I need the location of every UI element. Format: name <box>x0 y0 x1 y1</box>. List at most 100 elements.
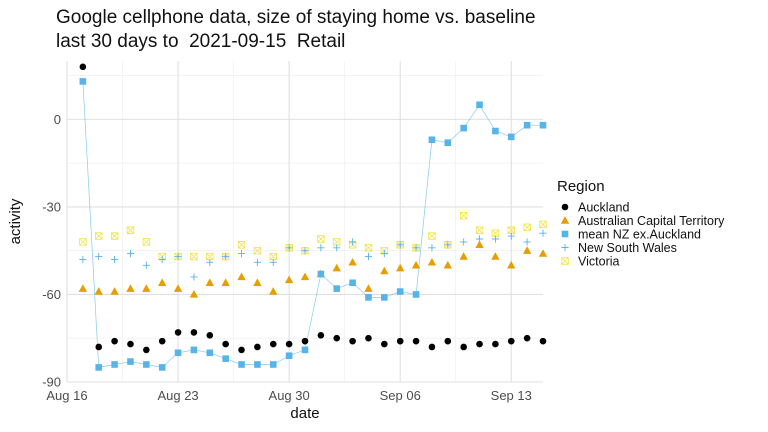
data-point-victoria <box>364 244 373 252</box>
data-point-victoria <box>95 232 103 240</box>
data-point-mean-nz-ex-auckland <box>317 270 325 278</box>
data-point-victoria <box>428 232 436 240</box>
data-point-victoria <box>206 252 214 261</box>
data-point-australian-capital-territory <box>269 287 278 295</box>
data-point-auckland <box>285 340 293 348</box>
data-point-victoria <box>539 220 547 229</box>
data-point-new-south-wales <box>396 241 404 249</box>
data-point-australian-capital-territory <box>459 252 468 260</box>
data-point-new-south-wales <box>142 261 150 269</box>
chart-title: Google cellphone data, size of staying h… <box>56 7 536 28</box>
y-axis-title: activity <box>7 198 24 244</box>
data-point-mean-nz-ex-auckland <box>428 136 436 144</box>
data-point-mean-nz-ex-auckland <box>507 133 515 141</box>
data-point-auckland <box>381 340 388 348</box>
x-tick-label: Aug 23 <box>157 388 198 403</box>
data-point-victoria <box>475 226 484 234</box>
legend-key-auckland <box>561 203 569 211</box>
data-point-new-south-wales <box>253 258 261 266</box>
data-point-australian-capital-territory <box>411 260 421 269</box>
data-point-victoria <box>507 226 515 234</box>
data-point-mean-nz-ex-auckland <box>492 127 499 135</box>
x-axis-title: date <box>290 405 319 422</box>
data-point-new-south-wales <box>79 255 87 264</box>
data-point-auckland <box>158 337 166 345</box>
data-point-auckland <box>539 337 547 345</box>
data-point-mean-nz-ex-auckland <box>206 349 214 357</box>
data-point-australian-capital-territory <box>126 284 135 292</box>
data-point-auckland <box>365 334 372 342</box>
data-point-auckland <box>396 337 404 345</box>
chart-subtitle: last 30 days to 2021-09-15 Retail <box>56 31 346 52</box>
plot-panel <box>67 61 543 382</box>
x-axis-ticks: Aug 16 Aug 23 Aug 30 Sep 06 Sep 13 <box>46 388 531 403</box>
series-new-south-wales <box>79 229 547 281</box>
data-point-victoria <box>110 232 119 240</box>
data-point-australian-capital-territory <box>364 284 373 292</box>
data-point-victoria <box>79 238 87 246</box>
legend-label-mean-nz-ex-auckland: mean NZ ex.Auckland <box>578 227 701 241</box>
data-point-mean-nz-ex-auckland <box>238 361 245 368</box>
y-tick-label: -90 <box>42 375 61 390</box>
legend-key-mean-nz-ex-auckland <box>561 230 569 238</box>
data-point-victoria <box>459 211 468 220</box>
data-point-mean-nz-ex-auckland <box>412 291 420 298</box>
data-point-mean-nz-ex-auckland <box>95 364 103 371</box>
y-tick-label: -60 <box>42 287 61 302</box>
series-auckland <box>79 63 547 354</box>
data-point-new-south-wales <box>111 255 119 264</box>
data-point-auckland <box>206 332 214 339</box>
data-point-mean-nz-ex-auckland <box>174 349 182 357</box>
data-point-mean-nz-ex-auckland <box>301 346 309 354</box>
data-point-new-south-wales <box>460 238 468 246</box>
series-mean-nz-ex-auckland <box>79 78 547 371</box>
data-point-australian-capital-territory <box>475 240 484 249</box>
data-point-australian-capital-territory <box>538 249 548 257</box>
data-point-auckland <box>412 337 420 345</box>
data-point-victoria <box>317 235 325 243</box>
legend-label-new-south-wales: New South Wales <box>578 241 677 255</box>
data-point-auckland <box>492 340 499 348</box>
data-point-new-south-wales <box>412 244 420 252</box>
data-point-mean-nz-ex-auckland <box>349 279 356 287</box>
data-point-victoria <box>190 252 198 261</box>
x-tick-label: Sep 13 <box>491 388 532 403</box>
data-point-auckland <box>143 346 150 354</box>
data-point-new-south-wales <box>428 244 436 252</box>
data-point-mean-nz-ex-auckland <box>190 346 198 354</box>
y-tick-label: -30 <box>42 199 61 214</box>
data-point-australian-capital-territory <box>332 263 341 272</box>
data-point-new-south-wales <box>364 252 373 261</box>
data-point-australian-capital-territory <box>427 257 437 266</box>
data-point-victoria <box>333 238 341 246</box>
data-point-new-south-wales <box>539 229 547 237</box>
data-point-auckland <box>460 343 467 351</box>
data-point-australian-capital-territory <box>300 272 310 281</box>
data-point-new-south-wales <box>301 247 309 255</box>
legend-key-australian-capital-territory <box>560 216 570 224</box>
data-point-mean-nz-ex-auckland <box>460 124 467 132</box>
x-tick-label: Aug 16 <box>46 388 87 403</box>
data-point-mean-nz-ex-auckland <box>381 294 388 301</box>
data-point-australian-capital-territory <box>284 275 294 284</box>
data-point-auckland <box>127 340 134 348</box>
data-point-auckland <box>333 334 341 342</box>
data-point-australian-capital-territory <box>94 287 103 295</box>
data-point-victoria <box>126 226 135 234</box>
data-point-auckland <box>523 334 531 342</box>
data-point-australian-capital-territory <box>173 284 183 292</box>
data-point-australian-capital-territory <box>507 260 516 269</box>
legend-label-auckland: Auckland <box>578 200 629 214</box>
data-point-australian-capital-territory <box>237 272 246 281</box>
data-point-new-south-wales <box>190 273 198 281</box>
data-point-australian-capital-territory <box>142 284 151 292</box>
data-point-auckland <box>301 337 309 345</box>
data-point-auckland <box>428 343 436 351</box>
data-point-new-south-wales <box>174 252 182 261</box>
data-point-auckland <box>111 337 118 345</box>
x-tick-label: Aug 30 <box>269 388 310 403</box>
data-point-australian-capital-territory <box>348 257 357 266</box>
data-point-new-south-wales <box>95 252 103 261</box>
data-points <box>78 63 548 371</box>
